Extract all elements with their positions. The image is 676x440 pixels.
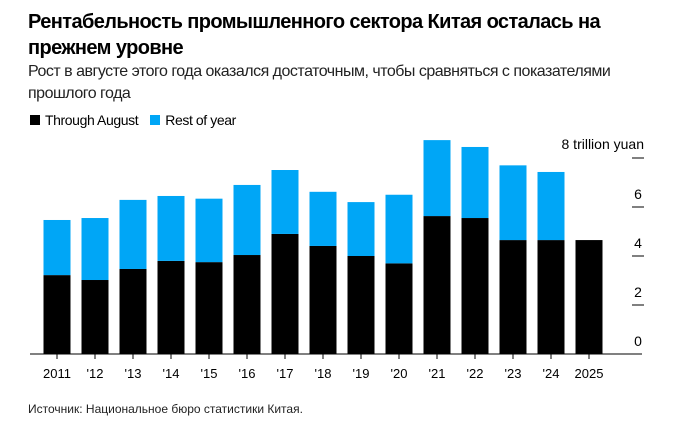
x-tick-label: '22 [467, 366, 484, 381]
legend-swatch-black [30, 115, 40, 125]
bar-rest-of-year [423, 140, 451, 217]
legend: Through August Rest of year [30, 112, 236, 128]
bar-through-august [385, 263, 413, 354]
x-tick-label: '21 [429, 366, 446, 381]
x-tick-label: '15 [201, 366, 218, 381]
bar-through-august [271, 233, 299, 354]
bar-through-august [119, 268, 147, 354]
bar-through-august [157, 260, 185, 354]
bar-rest-of-year [271, 170, 299, 234]
y-tick-label: 6 [634, 186, 642, 202]
bar-rest-of-year [81, 218, 109, 281]
bar-through-august [423, 216, 451, 354]
legend-item-rest-of-year: Rest of year [150, 112, 236, 128]
legend-item-through-august: Through August [30, 112, 139, 128]
x-tick-label: '23 [505, 366, 522, 381]
bar-rest-of-year [157, 195, 185, 261]
bar-rest-of-year [233, 184, 261, 256]
legend-label: Through August [45, 112, 139, 128]
x-tick-label: '19 [353, 366, 370, 381]
bar-rest-of-year [43, 219, 71, 276]
x-tick-label: '13 [125, 366, 142, 381]
bar-rest-of-year [347, 202, 375, 256]
x-tick-label: 2011 [43, 366, 71, 381]
x-tick-label: '24 [543, 366, 560, 381]
bar-through-august [461, 218, 489, 354]
bar-through-august [347, 256, 375, 354]
y-tick-label: 4 [634, 235, 642, 251]
bar-through-august [575, 240, 603, 354]
x-tick-label: '14 [163, 366, 180, 381]
bar-through-august [233, 255, 261, 354]
chart-subtitle: Рост в августе этого года оказался доста… [28, 63, 611, 102]
bar-through-august [81, 280, 109, 354]
x-tick-label: '12 [87, 366, 104, 381]
x-tick-label: '20 [391, 366, 408, 381]
x-tick-label: '16 [239, 366, 256, 381]
y-unit-label: 8 trillion yuan [562, 136, 645, 152]
bar-rest-of-year [499, 165, 527, 241]
bar-through-august [43, 275, 71, 354]
bar-through-august [309, 245, 337, 354]
bar-rest-of-year [309, 191, 337, 246]
x-tick-label: 2025 [575, 366, 604, 381]
x-tick-label: '17 [277, 366, 294, 381]
y-tick-label: 0 [634, 333, 642, 349]
x-tick-label: '18 [315, 366, 332, 381]
bar-rest-of-year [385, 194, 413, 264]
source-note: Источник: Национальное бюро статистики К… [28, 402, 303, 416]
legend-swatch-blue [150, 115, 161, 125]
legend-label: Rest of year [165, 112, 236, 128]
bar-rest-of-year [537, 171, 565, 241]
bar-rest-of-year [195, 198, 223, 263]
bar-rest-of-year [461, 146, 489, 219]
chart-title: Рентабельность промышленного сектора Кит… [28, 11, 601, 59]
bar-through-august [537, 240, 565, 354]
bar-through-august [499, 240, 527, 354]
bar-through-august [195, 262, 223, 354]
bar-chart: 2011 '12 '13 '14 '15 '16 '17 '18 '19 '20 '21 '22 '23… [30, 136, 645, 381]
y-tick-label: 2 [634, 284, 642, 300]
bar-rest-of-year [119, 199, 147, 269]
